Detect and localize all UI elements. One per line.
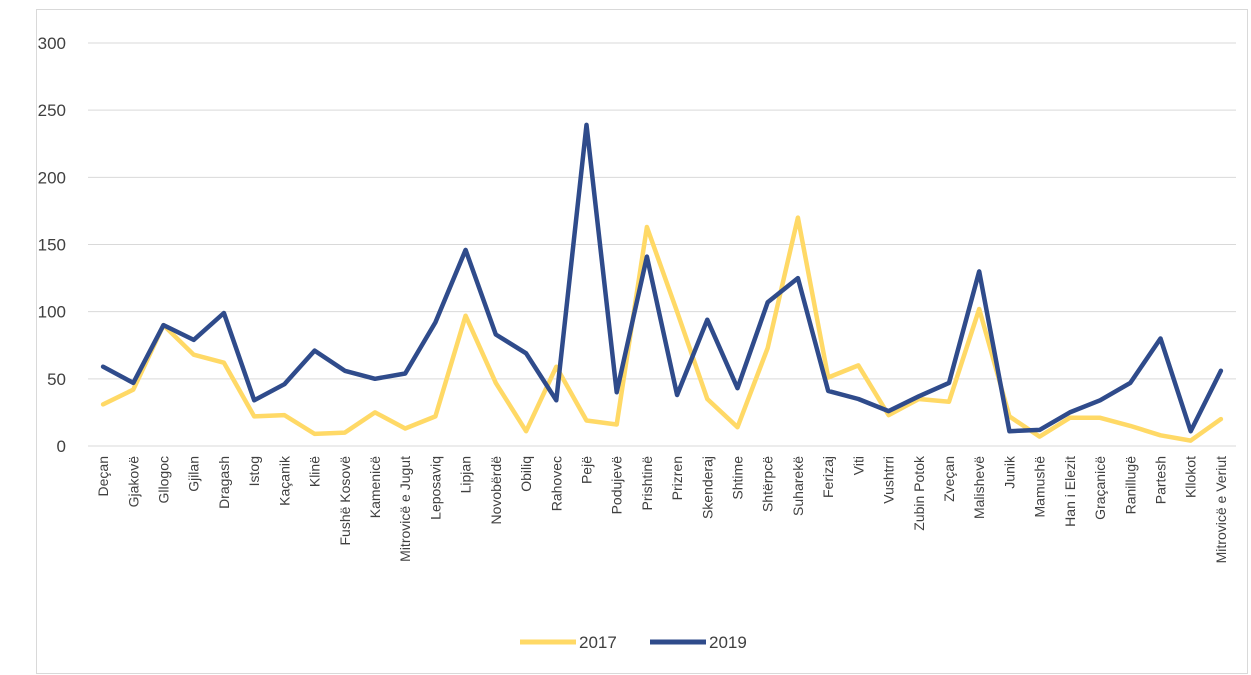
x-tick-label: Skenderaj <box>699 456 715 519</box>
x-tick-label: Pejë <box>578 456 594 484</box>
x-tick-label: Shtime <box>730 456 746 500</box>
series-line-2019 <box>100 122 1224 434</box>
x-tick-label: Malishevë <box>971 456 987 519</box>
x-tick-label: Fushë Kosovë <box>337 456 353 546</box>
x-tick-label: Kamenicë <box>367 456 383 518</box>
x-tick-label: Ferizaj <box>820 456 836 498</box>
x-tick-label: Novobërdë <box>488 456 504 525</box>
x-tick-label: Dragash <box>216 456 232 509</box>
y-tick-label: 250 <box>38 101 66 120</box>
y-tick-label: 100 <box>38 303 66 322</box>
x-tick-label: Mitrovicë e Jugut <box>397 456 413 562</box>
chart-frame <box>36 9 1248 674</box>
y-axis-ticks: 0 50 100 150 200 250 300 <box>38 34 66 456</box>
x-tick-label: Lipjan <box>458 456 474 493</box>
legend: 2017 2019 <box>520 633 747 652</box>
y-tick-label: 200 <box>38 168 66 187</box>
x-tick-label: Istog <box>246 456 262 486</box>
y-tick-label: 50 <box>47 370 66 389</box>
legend-label-2017: 2017 <box>579 633 617 652</box>
x-tick-label: Kaçanik <box>276 455 292 506</box>
x-tick-label: Kllokot <box>1183 456 1199 498</box>
y-tick-label: 0 <box>57 437 66 456</box>
x-tick-label: Han i Elezit <box>1062 456 1078 527</box>
x-tick-label: Ranillugë <box>1122 456 1138 515</box>
x-tick-label: Gllogoc <box>156 456 172 503</box>
x-tick-label: Partesh <box>1152 456 1168 504</box>
x-tick-label: Podujevë <box>609 456 625 515</box>
x-tick-label: Prishtinë <box>639 456 655 511</box>
legend-label-2019: 2019 <box>709 633 747 652</box>
x-tick-label: Gjakovë <box>125 456 141 508</box>
x-axis-ticks: Deçan Gjakovë Gllogoc Gjilan Dragash Istog Kaç… <box>95 455 1229 563</box>
x-tick-label: Mamushë <box>1032 456 1048 518</box>
x-tick-label: Graçanicë <box>1092 456 1108 520</box>
x-tick-label: Gjilan <box>186 456 202 492</box>
series-line-2017 <box>100 215 1224 443</box>
gridlines <box>88 42 1236 447</box>
x-tick-label: Prizren <box>669 456 685 500</box>
y-tick-label: 300 <box>38 34 66 53</box>
y-tick-label: 150 <box>38 236 66 255</box>
x-tick-label: Shtërpcë <box>760 456 776 512</box>
x-tick-label: Klinë <box>307 456 323 487</box>
x-tick-label: Rahovec <box>548 456 564 511</box>
x-tick-label: Obiliq <box>518 456 534 492</box>
x-tick-label: Mitrovicë e Veriut <box>1213 456 1229 563</box>
x-tick-label: Vushtrri <box>881 456 897 504</box>
x-tick-label: Suharekë <box>790 456 806 516</box>
x-tick-label: Viti <box>850 456 866 475</box>
series-lines <box>100 122 1224 443</box>
x-tick-label: Leposaviq <box>427 456 443 520</box>
x-tick-label: Zubin Potok <box>911 455 927 531</box>
x-tick-label: Junik <box>1001 455 1017 489</box>
x-tick-label: Deçan <box>95 456 111 496</box>
x-tick-label: Zveçan <box>941 456 957 502</box>
